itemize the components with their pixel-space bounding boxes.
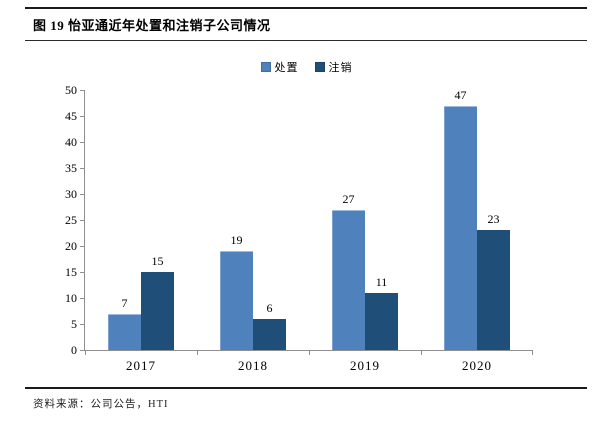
y-axis-tick-label: 35 — [65, 161, 77, 175]
y-axis-tick-label: 10 — [65, 291, 77, 305]
chart-legend: 处置 注销 — [0, 59, 613, 75]
bar-注销-2017 — [141, 272, 174, 350]
bottom-rule — [25, 387, 587, 389]
x-axis-tick-mark — [421, 351, 422, 355]
bar-处置-2017 — [108, 313, 141, 350]
bar-注销-2020 — [477, 230, 510, 350]
category-group-2018: 19 6 2018 — [197, 90, 309, 373]
value-label-处置-2017: 7 — [121, 295, 128, 310]
x-axis-tick-mark — [85, 351, 86, 355]
y-axis-tick-mark — [80, 271, 84, 273]
x-axis-tick-mark — [309, 351, 310, 355]
y-axis-tick-label: 15 — [65, 265, 77, 279]
category-group-2020: 47 23 2020 — [421, 87, 533, 373]
x-axis-category-label: 2018 — [238, 358, 268, 373]
y-axis-tick-label: 25 — [65, 213, 77, 227]
source-note: 资料来源：公司公告，HTI — [33, 399, 169, 410]
legend-label: 注销 — [328, 62, 353, 74]
y-axis-tick-label: 45 — [65, 109, 77, 123]
legend-label: 处置 — [274, 62, 299, 74]
y-axis-tick-label: 30 — [65, 187, 77, 201]
y-axis-tick-mark — [80, 167, 84, 169]
top-rule — [25, 7, 587, 9]
legend-item-处置: 处置 — [260, 59, 299, 75]
y-axis-tick-mark — [80, 323, 84, 325]
bar-注销-2019 — [365, 292, 398, 350]
bar-处置-2020 — [444, 105, 477, 350]
category-group-2017: 7 15 2017 — [85, 90, 197, 373]
value-label-处置-2020: 47 — [454, 87, 467, 102]
y-axis-tick-mark — [80, 115, 84, 117]
y-axis-tick-mark — [80, 297, 84, 299]
y-axis-tick-mark — [80, 193, 84, 195]
y-axis-tick-mark — [80, 245, 84, 247]
y-axis-tick-label: 20 — [65, 239, 77, 253]
x-axis-category-label: 2019 — [350, 358, 380, 373]
value-label-注销-2017: 15 — [151, 254, 164, 268]
bar-chart-plot-area: 0 5 10 15 20 25 30 35 40 45 50 7 15 2017 19 6 2018 27 11 20… — [65, 83, 533, 373]
value-label-处置-2019: 27 — [342, 191, 355, 206]
bar-注销-2018 — [253, 318, 286, 350]
y-axis-tick-mark — [80, 219, 84, 221]
y-axis-tick-label: 40 — [65, 135, 77, 149]
x-axis-category-label: 2020 — [462, 358, 492, 373]
figure-title: 图 19 怡亚通近年处置和注销子公司情况 — [33, 18, 271, 33]
y-axis-tick-mark — [80, 89, 84, 91]
value-label-注销-2018: 6 — [266, 300, 273, 315]
value-label-注销-2020: 23 — [487, 212, 500, 227]
x-axis-category-label: 2017 — [126, 358, 156, 373]
x-axis-tick-mark — [532, 351, 533, 355]
title-divider — [25, 40, 587, 41]
bar-处置-2018 — [220, 251, 253, 350]
category-group-2019: 27 11 2019 — [309, 90, 421, 373]
legend-swatch-icon — [314, 62, 325, 72]
legend-swatch-icon — [260, 62, 271, 72]
value-label-注销-2019: 11 — [375, 274, 388, 289]
legend-item-注销: 注销 — [314, 59, 353, 75]
y-axis-tick-mark — [80, 349, 84, 351]
value-label-处置-2018: 19 — [230, 233, 243, 248]
y-axis-tick-mark — [80, 141, 84, 143]
bar-处置-2019 — [332, 209, 365, 350]
y-axis-tick-label: 0 — [71, 343, 77, 357]
y-axis-tick-label: 50 — [65, 83, 77, 97]
x-axis-tick-mark — [197, 351, 198, 355]
y-axis-tick-label: 5 — [71, 317, 77, 331]
